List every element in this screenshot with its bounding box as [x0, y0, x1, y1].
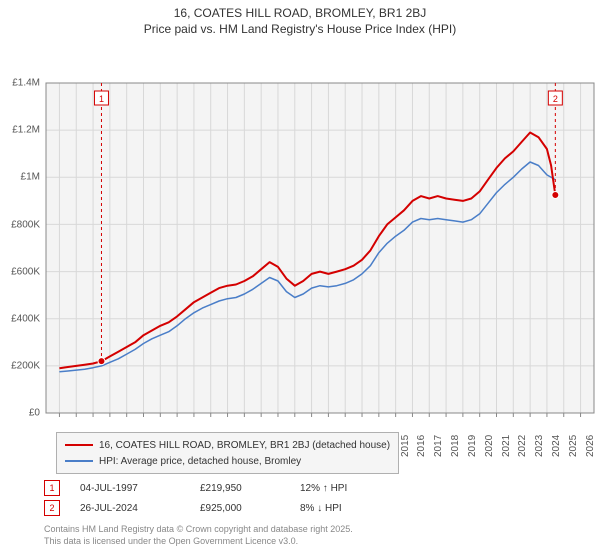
- marker-row: 1 04-JUL-1997£219,95012% ↑ HPI: [44, 478, 400, 498]
- ytick-label: £0: [0, 408, 40, 419]
- title-line-2: Price paid vs. HM Land Registry's House …: [0, 22, 600, 38]
- xtick-label: 2021: [501, 435, 512, 457]
- marker-price: £925,000: [200, 503, 300, 514]
- legend-label: HPI: Average price, detached house, Brom…: [99, 456, 301, 467]
- marker-date: 26-JUL-2024: [80, 503, 200, 514]
- ytick-label: £400K: [0, 313, 40, 324]
- chart-title: 16, COATES HILL ROAD, BROMLEY, BR1 2BJ P…: [0, 0, 600, 37]
- legend-item: HPI: Average price, detached house, Brom…: [65, 453, 390, 469]
- xtick-label: 2016: [416, 435, 427, 457]
- svg-text:2: 2: [553, 94, 558, 104]
- marker-pct: 8% ↓ HPI: [300, 503, 400, 514]
- marker-date: 04-JUL-1997: [80, 483, 200, 494]
- footer: Contains HM Land Registry data © Crown c…: [44, 524, 353, 547]
- ytick-label: £800K: [0, 219, 40, 230]
- marker-price: £219,950: [200, 483, 300, 494]
- ytick-label: £1.4M: [0, 78, 40, 89]
- xtick-label: 2024: [551, 435, 562, 457]
- xtick-label: 2022: [517, 435, 528, 457]
- xtick-label: 2018: [450, 435, 461, 457]
- xtick-label: 2023: [534, 435, 545, 457]
- plot-svg: 12: [0, 37, 600, 417]
- xtick-label: 2026: [585, 435, 596, 457]
- marker-table: 1 04-JUL-1997£219,95012% ↑ HPI 2 26-JUL-202…: [44, 478, 400, 518]
- ytick-label: £1M: [0, 172, 40, 183]
- ytick-label: £1.2M: [0, 125, 40, 136]
- marker-id-box: 2: [44, 500, 60, 516]
- footer-line-2: This data is licensed under the Open Gov…: [44, 536, 353, 548]
- xtick-label: 2017: [433, 435, 444, 457]
- marker-pct: 12% ↑ HPI: [300, 483, 400, 494]
- xtick-label: 2025: [568, 435, 579, 457]
- legend-swatch: [65, 460, 93, 462]
- chart-container: 16, COATES HILL ROAD, BROMLEY, BR1 2BJ P…: [0, 0, 600, 560]
- svg-text:1: 1: [99, 94, 104, 104]
- plot-area: 12 £0£200K£400K£600K£800K£1M£1.2M£1.4M 1…: [0, 37, 600, 417]
- xtick-label: 2015: [400, 435, 411, 457]
- title-line-1: 16, COATES HILL ROAD, BROMLEY, BR1 2BJ: [0, 6, 600, 22]
- legend: 16, COATES HILL ROAD, BROMLEY, BR1 2BJ (…: [56, 432, 399, 474]
- legend-swatch: [65, 444, 93, 446]
- xtick-label: 2020: [484, 435, 495, 457]
- marker-id-box: 1: [44, 480, 60, 496]
- xtick-label: 2019: [467, 435, 478, 457]
- legend-label: 16, COATES HILL ROAD, BROMLEY, BR1 2BJ (…: [99, 440, 390, 451]
- marker-row: 2 26-JUL-2024£925,0008% ↓ HPI: [44, 498, 400, 518]
- ytick-label: £200K: [0, 361, 40, 372]
- legend-item: 16, COATES HILL ROAD, BROMLEY, BR1 2BJ (…: [65, 437, 390, 453]
- ytick-label: £600K: [0, 266, 40, 277]
- footer-line-1: Contains HM Land Registry data © Crown c…: [44, 524, 353, 536]
